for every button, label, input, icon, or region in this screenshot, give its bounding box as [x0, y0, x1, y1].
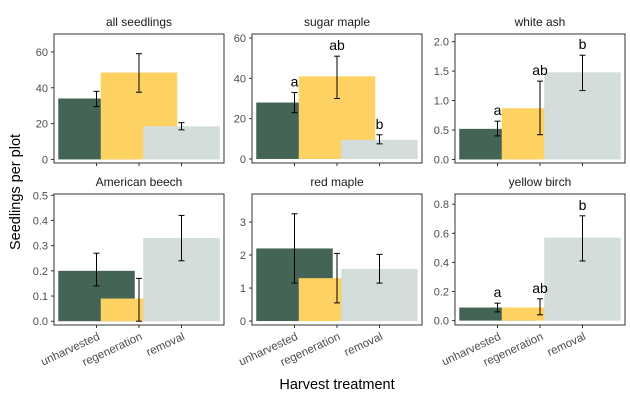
y-tick-label: 0.4	[434, 257, 449, 269]
bar	[341, 139, 418, 159]
y-tick-label: 3	[240, 217, 246, 229]
y-tick-label: 0	[240, 316, 246, 328]
y-tick-label: 20	[234, 114, 246, 126]
y-axis-label: Seedlings per plot	[8, 134, 24, 250]
significance-letter: a	[494, 102, 502, 118]
panel-title: red maple	[310, 175, 364, 189]
significance-letter: ab	[532, 62, 548, 78]
y-tick-label: 0.6	[434, 228, 449, 240]
panel: sugar maple a ab b 0 20 40 60	[234, 15, 423, 166]
x-tick-label: removal	[546, 331, 588, 359]
y-tick-label: 0.0	[434, 316, 449, 328]
y-tick-label: 40	[234, 73, 246, 85]
y-tick-label: 0.2	[33, 266, 48, 278]
significance-letter: a	[494, 284, 502, 300]
significance-letter: ab	[532, 280, 548, 296]
bar	[143, 126, 220, 160]
significance-letter: b	[376, 116, 384, 132]
panel: white ash a ab b 0.0 0.5 1.0 1.5 2.0	[434, 15, 626, 166]
y-tick-label: 0.5	[434, 125, 449, 137]
panel-title: all seedlings	[106, 15, 172, 29]
y-tick-label: 0.8	[434, 199, 449, 211]
y-tick-label: 2.0	[434, 37, 449, 49]
x-axis-label: Harvest treatment	[279, 377, 394, 393]
panel-title: white ash	[514, 15, 566, 29]
y-tick-label: 0.0	[33, 316, 48, 328]
x-tick-label: removal	[343, 331, 385, 359]
y-tick-label: 0.5	[33, 190, 48, 202]
y-tick-label: 40	[36, 83, 48, 95]
y-tick-label: 60	[36, 47, 48, 59]
y-tick-label: 2	[240, 250, 246, 262]
panel-title: American beech	[96, 175, 183, 189]
panel: American beech0.00.10.20.30.40.5unharves…	[33, 175, 225, 369]
panel-title: yellow birch	[509, 175, 572, 189]
significance-letter: ab	[329, 37, 345, 53]
y-tick-label: 0.3	[33, 241, 48, 253]
y-tick-label: 60	[234, 33, 246, 45]
y-tick-label: 0.2	[434, 287, 449, 299]
panel-title: sugar maple	[304, 15, 370, 29]
y-tick-label: 0.0	[434, 154, 449, 166]
significance-letter: b	[579, 36, 587, 52]
y-tick-label: 1	[240, 283, 246, 295]
y-tick-label: 0	[240, 154, 246, 166]
y-tick-label: 0.4	[33, 215, 48, 227]
y-tick-label: 1.5	[434, 66, 449, 78]
significance-letter: b	[579, 197, 587, 213]
significance-letter: a	[291, 73, 299, 89]
panel: all seedlings 0 20 40 60	[36, 15, 225, 166]
x-tick-label: removal	[145, 331, 187, 359]
y-tick-label: 20	[36, 119, 48, 131]
y-tick-label: 1.0	[434, 96, 449, 108]
y-tick-label: 0.1	[33, 291, 48, 303]
y-tick-label: 0	[42, 154, 48, 166]
